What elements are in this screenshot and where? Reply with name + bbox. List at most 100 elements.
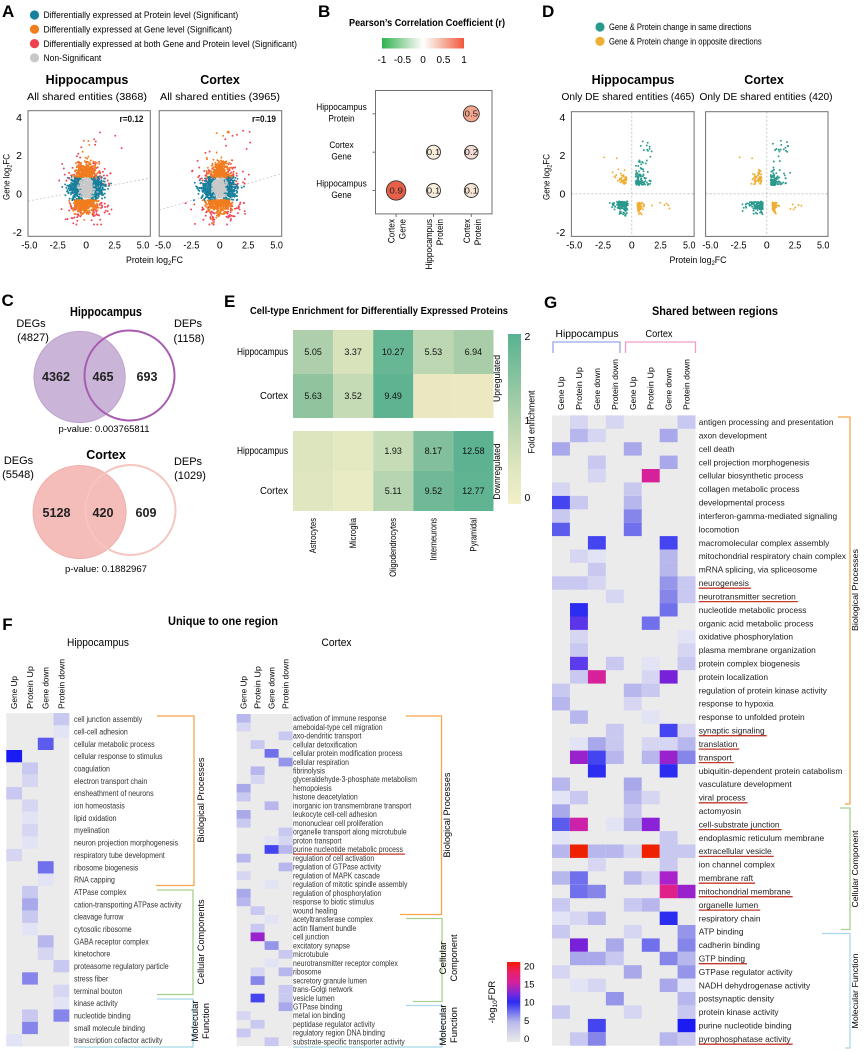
svg-text:ribosome: ribosome	[293, 968, 322, 977]
svg-text:Cortex: Cortex	[462, 219, 473, 244]
svg-text:Differentially expressed at bo: Differentially expressed at both Gene an…	[44, 39, 298, 49]
svg-text:fibrinolysis: fibrinolysis	[293, 767, 325, 776]
svg-text:r=0.12: r=0.12	[120, 114, 144, 124]
svg-text:Gene: Gene	[331, 152, 351, 163]
svg-text:organelle transport along micr: organelle transport along microtubule	[293, 828, 407, 837]
svg-text:5.63: 5.63	[304, 391, 322, 401]
svg-text:microtubule: microtubule	[293, 950, 329, 959]
svg-text:0: 0	[764, 240, 770, 252]
svg-text:-5.0: -5.0	[702, 240, 718, 252]
svg-text:Hippocampus: Hippocampus	[556, 329, 619, 340]
svg-text:Non-Significant: Non-Significant	[44, 53, 102, 63]
svg-text:axo-dendritic transport: axo-dendritic transport	[293, 732, 362, 741]
svg-text:Biological Processes: Biological Processes	[196, 757, 206, 843]
svg-text:leukocyte cell-cell adhesion: leukocyte cell-cell adhesion	[293, 810, 377, 819]
svg-text:Function: Function	[201, 1003, 211, 1039]
svg-text:4: 4	[560, 112, 566, 124]
svg-text:small molecule binding: small molecule binding	[74, 1024, 145, 1033]
svg-text:3.52: 3.52	[344, 391, 362, 401]
svg-text:0.1: 0.1	[427, 148, 441, 157]
svg-text:Microglia: Microglia	[348, 518, 358, 548]
svg-text:0.1: 0.1	[465, 186, 479, 195]
svg-text:Cortex: Cortex	[260, 391, 288, 402]
svg-text:locomotion: locomotion	[699, 524, 740, 534]
svg-text:respiratory tube development: respiratory tube development	[74, 851, 165, 860]
svg-text:organic acid metabolic process: organic acid metabolic process	[699, 618, 814, 628]
svg-text:2.5: 2.5	[789, 240, 802, 252]
svg-text:p-value: 0.1882967: p-value: 0.1882967	[65, 564, 147, 575]
svg-text:0.5: 0.5	[437, 55, 451, 66]
svg-text:DEPs: DEPs	[174, 456, 203, 468]
svg-text:cellular biosynthetic process: cellular biosynthetic process	[699, 471, 804, 481]
svg-text:ensheathment of neurons: ensheathment of neurons	[74, 789, 154, 798]
svg-text:20: 20	[524, 962, 535, 973]
svg-text:Cortex: Cortex	[329, 140, 354, 151]
svg-text:metal ion binding: metal ion binding	[293, 1011, 345, 1020]
svg-text:Differentially expressed at Ge: Differentially expressed at Gene level (…	[44, 25, 233, 35]
svg-text:cellular detoxification: cellular detoxification	[293, 740, 357, 749]
svg-text:9.49: 9.49	[384, 391, 402, 401]
svg-text:5.11: 5.11	[385, 486, 402, 496]
svg-text:Molecular: Molecular	[190, 1000, 200, 1041]
svg-text:DEGs: DEGs	[16, 318, 46, 330]
svg-text:mononuclear cell proliferation: mononuclear cell proliferation	[293, 819, 383, 828]
svg-text:regulation of protein kinase a: regulation of protein kinase activity	[699, 685, 828, 695]
svg-text:0: 0	[16, 189, 22, 201]
svg-text:Biological Processes: Biological Processes	[442, 772, 452, 858]
svg-text:myelination: myelination	[74, 826, 110, 835]
svg-text:Protein: Protein	[328, 113, 354, 124]
svg-text:proton transport: proton transport	[293, 836, 342, 845]
svg-text:8.17: 8.17	[425, 446, 443, 456]
svg-text:mitochondrial respiratory chai: mitochondrial respiratory chain complex	[699, 551, 847, 561]
svg-text:-2.5: -2.5	[595, 240, 611, 252]
svg-text:F: F	[2, 615, 12, 634]
svg-text:cell-cell adhesion: cell-cell adhesion	[74, 727, 128, 736]
svg-text:15: 15	[524, 980, 535, 991]
svg-text:-5.0: -5.0	[155, 240, 171, 252]
svg-text:Hippocampus: Hippocampus	[424, 219, 435, 270]
svg-text:Differentially expressed at Pr: Differentially expressed at Protein leve…	[44, 10, 239, 20]
svg-text:RNA capping: RNA capping	[74, 876, 115, 885]
svg-text:axon development: axon development	[699, 431, 768, 441]
svg-text:cation-transporting ATPase act: cation-transporting ATPase activity	[74, 900, 182, 909]
svg-text:purine nucleotide metabolic pr: purine nucleotide metabolic process	[293, 845, 403, 854]
svg-text:5128: 5128	[43, 506, 71, 520]
svg-text:5.0: 5.0	[137, 240, 150, 252]
svg-text:3.37: 3.37	[344, 347, 362, 357]
svg-text:Protein: Protein	[435, 219, 446, 245]
svg-text:nucleotide binding: nucleotide binding	[74, 1012, 131, 1021]
svg-text:Cortex: Cortex	[744, 73, 784, 87]
svg-text:Cortex: Cortex	[260, 486, 288, 497]
svg-text:response to hypoxia: response to hypoxia	[699, 699, 774, 709]
svg-text:0: 0	[420, 55, 426, 66]
svg-text:protein localization: protein localization	[699, 672, 769, 682]
svg-text:Oligodendrocytes: Oligodendrocytes	[388, 518, 398, 577]
svg-text:Protein Up: Protein Up	[25, 666, 35, 709]
svg-text:antigen processing and present: antigen processing and presentation	[699, 417, 834, 427]
svg-text:A: A	[2, 2, 14, 21]
svg-text:regulation of mitotic spindle: regulation of mitotic spindle assembly	[293, 880, 407, 889]
svg-text:609: 609	[136, 506, 157, 520]
svg-text:Protein down: Protein down	[56, 659, 66, 709]
svg-text:0.2: 0.2	[465, 148, 479, 157]
svg-text:Cortex: Cortex	[646, 329, 673, 340]
svg-text:9.52: 9.52	[425, 486, 443, 496]
svg-text:p-value: 0.003765811: p-value: 0.003765811	[59, 424, 150, 435]
svg-text:Component: Component	[449, 934, 459, 982]
svg-text:All shared entities (3868): All shared entities (3868)	[27, 92, 147, 103]
svg-text:693: 693	[137, 370, 158, 384]
svg-text:Gene Up: Gene Up	[9, 676, 19, 709]
svg-text:wound healing: wound healing	[292, 906, 337, 915]
svg-text:E: E	[224, 292, 235, 311]
svg-text:5.0: 5.0	[683, 240, 696, 252]
svg-text:GABA receptor complex: GABA receptor complex	[74, 937, 149, 946]
svg-text:Pyramidal: Pyramidal	[468, 518, 478, 552]
svg-text:ion homeostasis: ion homeostasis	[74, 802, 125, 811]
svg-text:Gene log2FC: Gene log2FC	[542, 154, 554, 200]
svg-text:-2: -2	[556, 227, 565, 239]
svg-text:Cell-type Enrichment for Diffe: Cell-type Enrichment for Differentially …	[250, 305, 508, 317]
svg-text:Hippocampus: Hippocampus	[237, 347, 288, 358]
svg-text:0: 0	[560, 189, 566, 201]
svg-text:Pearson’s Correlation Coeffici: Pearson’s Correlation Coefficient (r)	[349, 17, 505, 29]
svg-text:G: G	[544, 293, 557, 312]
